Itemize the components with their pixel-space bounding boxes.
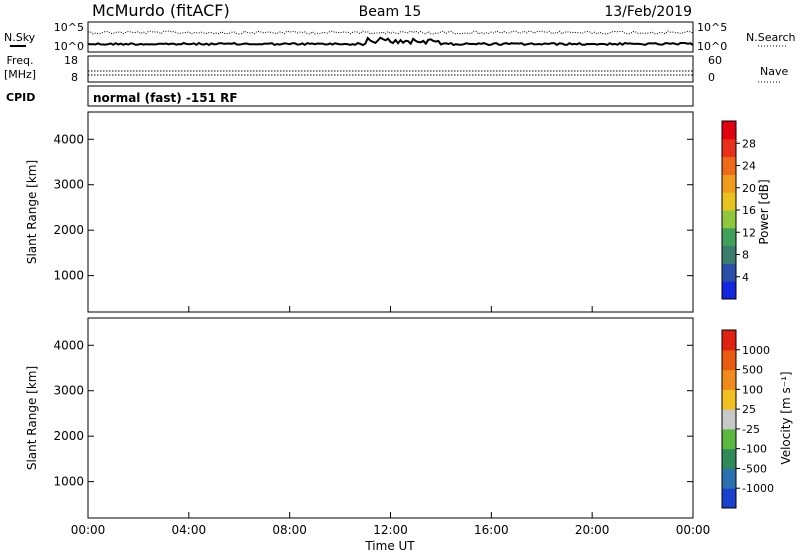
colorbar-swatch (722, 468, 736, 489)
colorbar-swatch (722, 227, 736, 247)
freq-tick-bottom: 8 (71, 71, 78, 84)
colorbar-swatch (722, 369, 736, 390)
colorbar-tick-label: 25 (742, 403, 756, 416)
nsky-label: N.Sky (4, 31, 36, 44)
freq-label-line2: [MHz] (4, 68, 36, 81)
colorbar-tick-label: 12 (742, 226, 756, 239)
noise-sky-line (87, 36, 694, 47)
y-tick-label: 4000 (53, 338, 84, 352)
nave-tick-top: 60 (708, 54, 722, 67)
colorbar-swatch (722, 349, 736, 371)
colorbar-tick-label: 16 (742, 204, 756, 217)
nsearch-label: N.Search (746, 31, 796, 44)
colorbar-tick-label: 28 (742, 137, 756, 150)
cpid-label: CPID (6, 91, 35, 104)
colorbar-tick-label: 100 (742, 383, 763, 396)
x-tick-label: 16:00 (474, 523, 509, 537)
colorbar-swatch (722, 121, 736, 140)
y-tick-label: 3000 (53, 178, 84, 192)
colorbar-swatch (722, 409, 736, 430)
noise-tick-top-right: 10^5 (697, 21, 727, 34)
colorbar-tick-label: -1000 (742, 482, 774, 495)
colorbar-tick-label: 500 (742, 364, 763, 377)
power-panel: 1000 2000 3000 4000 Slant Range [km] 4 8 12 16… (25, 111, 771, 313)
colorbar-swatch (722, 488, 736, 509)
station-title: McMurdo (fitACF) (92, 1, 230, 20)
freq-tick-top: 18 (64, 54, 78, 67)
noise-tick-top-left: 10^5 (54, 21, 84, 34)
y-tick-label: 2000 (53, 429, 84, 443)
y-tick-label: 4000 (53, 132, 84, 146)
power-colorbar: 4 8 12 16 20 24 28 (721, 120, 756, 300)
colorbar-swatch (722, 428, 736, 450)
colorbar-tick-label: -100 (742, 443, 767, 456)
freq-label-line1: Freq. (6, 54, 33, 67)
colorbar-tick-label: -25 (742, 423, 760, 436)
beam-label: Beam 15 (359, 4, 422, 20)
colorbar-swatch (722, 448, 736, 469)
nave-tick-bottom: 0 (708, 71, 715, 84)
cpid-panel: CPID normal (fast) -151 RF (6, 85, 694, 107)
colorbar-tick-label: -500 (742, 462, 767, 475)
colorbar-swatch (722, 330, 736, 351)
colorbar-swatch (722, 174, 736, 193)
colorbar-swatch (722, 210, 736, 229)
power-colorbar-label: Power [dB] (757, 179, 771, 244)
colorbar-tick-label: 20 (742, 182, 756, 195)
cpid-text: normal (fast) -151 RF (93, 91, 238, 105)
noise-tick-bottom-left: 10^0 (54, 40, 84, 53)
x-tick-label: 00:00 (676, 523, 711, 537)
colorbar-tick-label: 1000 (742, 344, 770, 357)
velocity-panel: 1000 2000 3000 4000 Slant Range [km] 1000 50… (25, 317, 793, 519)
colorbar-swatch (722, 156, 736, 175)
power-y-axis: 1000 2000 3000 4000 (53, 132, 693, 283)
y-tick-label: 1000 (53, 269, 84, 283)
colorbar-swatch (722, 389, 736, 410)
colorbar-swatch (722, 138, 736, 158)
colorbar-swatch (722, 245, 736, 264)
power-ylabel: Slant Range [km] (25, 160, 39, 264)
colorbar-swatch (722, 192, 736, 211)
velocity-colorbar-label: Velocity [m s⁻¹] (779, 371, 793, 464)
x-tick-label: 20:00 (575, 523, 610, 537)
x-tick-label: 04:00 (172, 523, 207, 537)
colorbar-tick-label: 4 (742, 271, 749, 284)
x-tick-label: 08:00 (272, 523, 307, 537)
colorbar-tick-label: 8 (742, 249, 749, 262)
colorbar-swatch (722, 281, 736, 300)
time-axis: 00:00 04:00 08:00 12:00 16:00 20:00 00:00 (71, 306, 711, 537)
y-tick-label: 3000 (53, 384, 84, 398)
colorbar-tick-label: 24 (742, 160, 756, 173)
x-tick-label: 12:00 (373, 523, 408, 537)
y-tick-label: 2000 (53, 223, 84, 237)
date-label: 13/Feb/2019 (604, 4, 692, 20)
freq-panel: 18 8 60 0 Freq. [MHz] Nave (4, 54, 789, 84)
time-axis-label: Time UT (364, 539, 415, 553)
y-tick-label: 1000 (53, 475, 84, 489)
nave-label: Nave (760, 65, 788, 78)
colorbar-swatch (722, 263, 736, 282)
velocity-y-axis: 1000 2000 3000 4000 (53, 338, 693, 489)
noise-tick-bottom-right: 10^0 (697, 40, 727, 53)
noise-panel: 10^5 10^0 10^5 10^0 N.Sky N.Search (4, 21, 796, 53)
velocity-colorbar: 1000 500 100 25 -25 -100 -500 -1000 (721, 329, 774, 509)
x-tick-label: 00:00 (71, 523, 106, 537)
velocity-ylabel: Slant Range [km] (25, 366, 39, 470)
noise-search-line (87, 30, 694, 35)
